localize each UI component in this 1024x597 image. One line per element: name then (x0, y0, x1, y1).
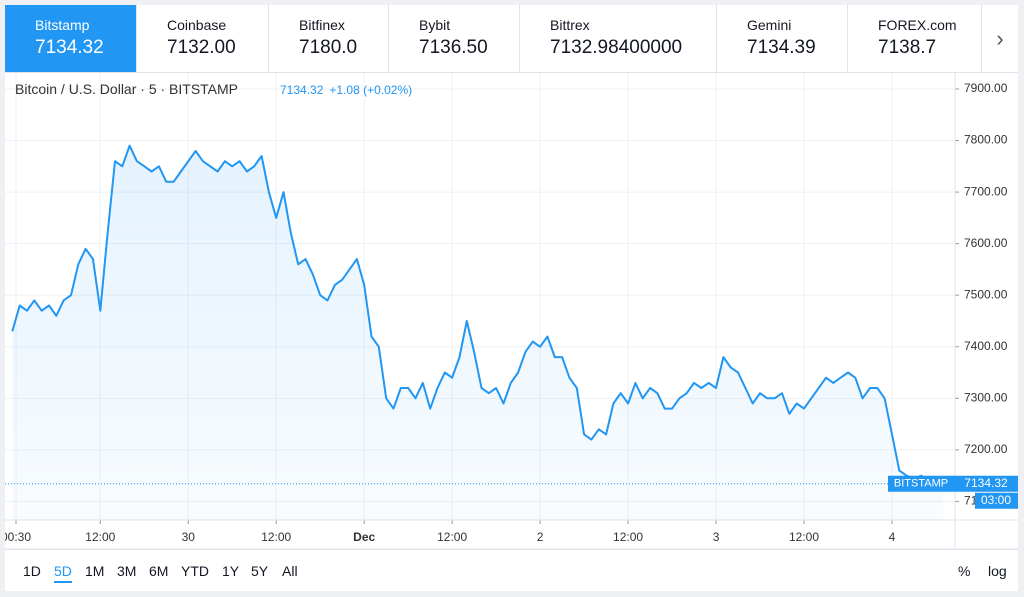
timeframe-button[interactable]: 1Y (222, 563, 240, 579)
legend-price: 7134.32 (280, 83, 324, 97)
exchange-price: 7138.7 (878, 37, 937, 58)
exchange-price: 7132.98400000 (550, 37, 683, 58)
scale-button[interactable]: log (988, 563, 1007, 579)
title-text: Bitcoin / U.S. Dollar · 5 · BITSTAMP (15, 81, 238, 97)
exchange-price: 7134.39 (747, 37, 816, 58)
countdown-badge (975, 492, 1018, 509)
price-badge-label: 7134.32 (964, 476, 1008, 490)
y-tick-label: 7500.00 (964, 287, 1008, 301)
chart: 7100.007200.007300.007400.007500.007600.… (5, 73, 1018, 548)
exchange-price: 7132.00 (167, 37, 236, 58)
exchange-tab[interactable]: Bittrex 7132.98400000 (520, 5, 717, 72)
legend-values: 7134.32 +1.08 (+0.02%) (280, 83, 412, 97)
timeframe-button[interactable]: 6M (149, 563, 169, 579)
exchange-tab[interactable]: Gemini 7134.39 (717, 5, 848, 72)
countdown-label: 03:00 (981, 493, 1011, 507)
x-tick-label: 12:00 (437, 530, 467, 544)
exchange-tab[interactable]: Bitfinex 7180.0 (269, 5, 389, 72)
exchange-name: Coinbase (167, 17, 227, 33)
series-badge (888, 475, 955, 492)
x-tick-label: 4 (889, 530, 896, 544)
exchange-tab[interactable]: Coinbase 7132.00 (137, 5, 269, 72)
x-tick-label: 3 (713, 530, 720, 544)
area (12, 145, 944, 520)
exchange-tabs: Bitstamp 7134.32 Coinbase 7132.00 Bitfinex 71… (5, 5, 1018, 73)
chart-title: Bitcoin / U.S. Dollar · 5 · BITSTAMP (15, 81, 238, 97)
more-arrow[interactable]: › (996, 25, 1004, 51)
timeframe-button[interactable]: All (282, 563, 298, 579)
exchange-name: Bittrex (550, 17, 590, 33)
x-tick-label: 30 (182, 530, 196, 544)
exchange-tab[interactable]: FOREX.com 7138.7 (848, 5, 982, 72)
timeframe-button[interactable]: 5D (54, 563, 72, 583)
x-tick-label: 12:00 (789, 530, 819, 544)
toolbar: 1D 5D 1M 3M 6M YTD 1Y 5Y All% log (5, 549, 1018, 591)
x-tick-label: 00:30 (5, 530, 31, 544)
timeframe-button[interactable]: YTD (181, 563, 209, 579)
timeframe-button[interactable]: 1D (23, 563, 41, 579)
y-tick-label: 7600.00 (964, 236, 1008, 250)
scale-button[interactable]: % (958, 563, 971, 579)
exchange-tab[interactable]: Bitstamp 7134.32 (5, 5, 137, 72)
y-tick-label: 7900.00 (964, 81, 1008, 95)
x-tick-label: 12:00 (261, 530, 291, 544)
x-tick-label: 2 (537, 530, 544, 544)
timeframe-button[interactable]: 1M (85, 563, 105, 579)
exchange-price: 7134.32 (35, 37, 104, 58)
y-tick-label: 7400.00 (964, 339, 1008, 353)
x-tick-label: Dec (353, 530, 375, 544)
price-badge (955, 475, 1018, 492)
exchange-name: Gemini (747, 17, 792, 33)
x-tick-label: 12:00 (85, 530, 115, 544)
price-line (11, 144, 944, 485)
exchange-price: 7180.0 (299, 37, 358, 58)
y-tick-label: 7200.00 (964, 442, 1008, 456)
series-badge-label: BITSTAMP (894, 478, 948, 490)
x-tick-label: 12:00 (613, 530, 643, 544)
exchange-name: Bitfinex (299, 17, 345, 33)
exchange-name: Bybit (419, 17, 451, 33)
timeframe-button[interactable]: 5Y (251, 563, 269, 579)
y-tick-label: 7800.00 (964, 133, 1008, 147)
y-tick-label: 7300.00 (964, 390, 1008, 404)
legend-change: +1.08 (+0.02%) (329, 83, 412, 97)
exchange-name: FOREX.com (878, 17, 957, 33)
exchange-price: 7136.50 (419, 37, 488, 58)
exchange-tab[interactable]: Bybit 7136.50 (389, 5, 520, 72)
timeframe-button[interactable]: 3M (117, 563, 137, 579)
y-tick-label: 7700.00 (964, 184, 1008, 198)
exchange-name: Bitstamp (35, 17, 90, 33)
